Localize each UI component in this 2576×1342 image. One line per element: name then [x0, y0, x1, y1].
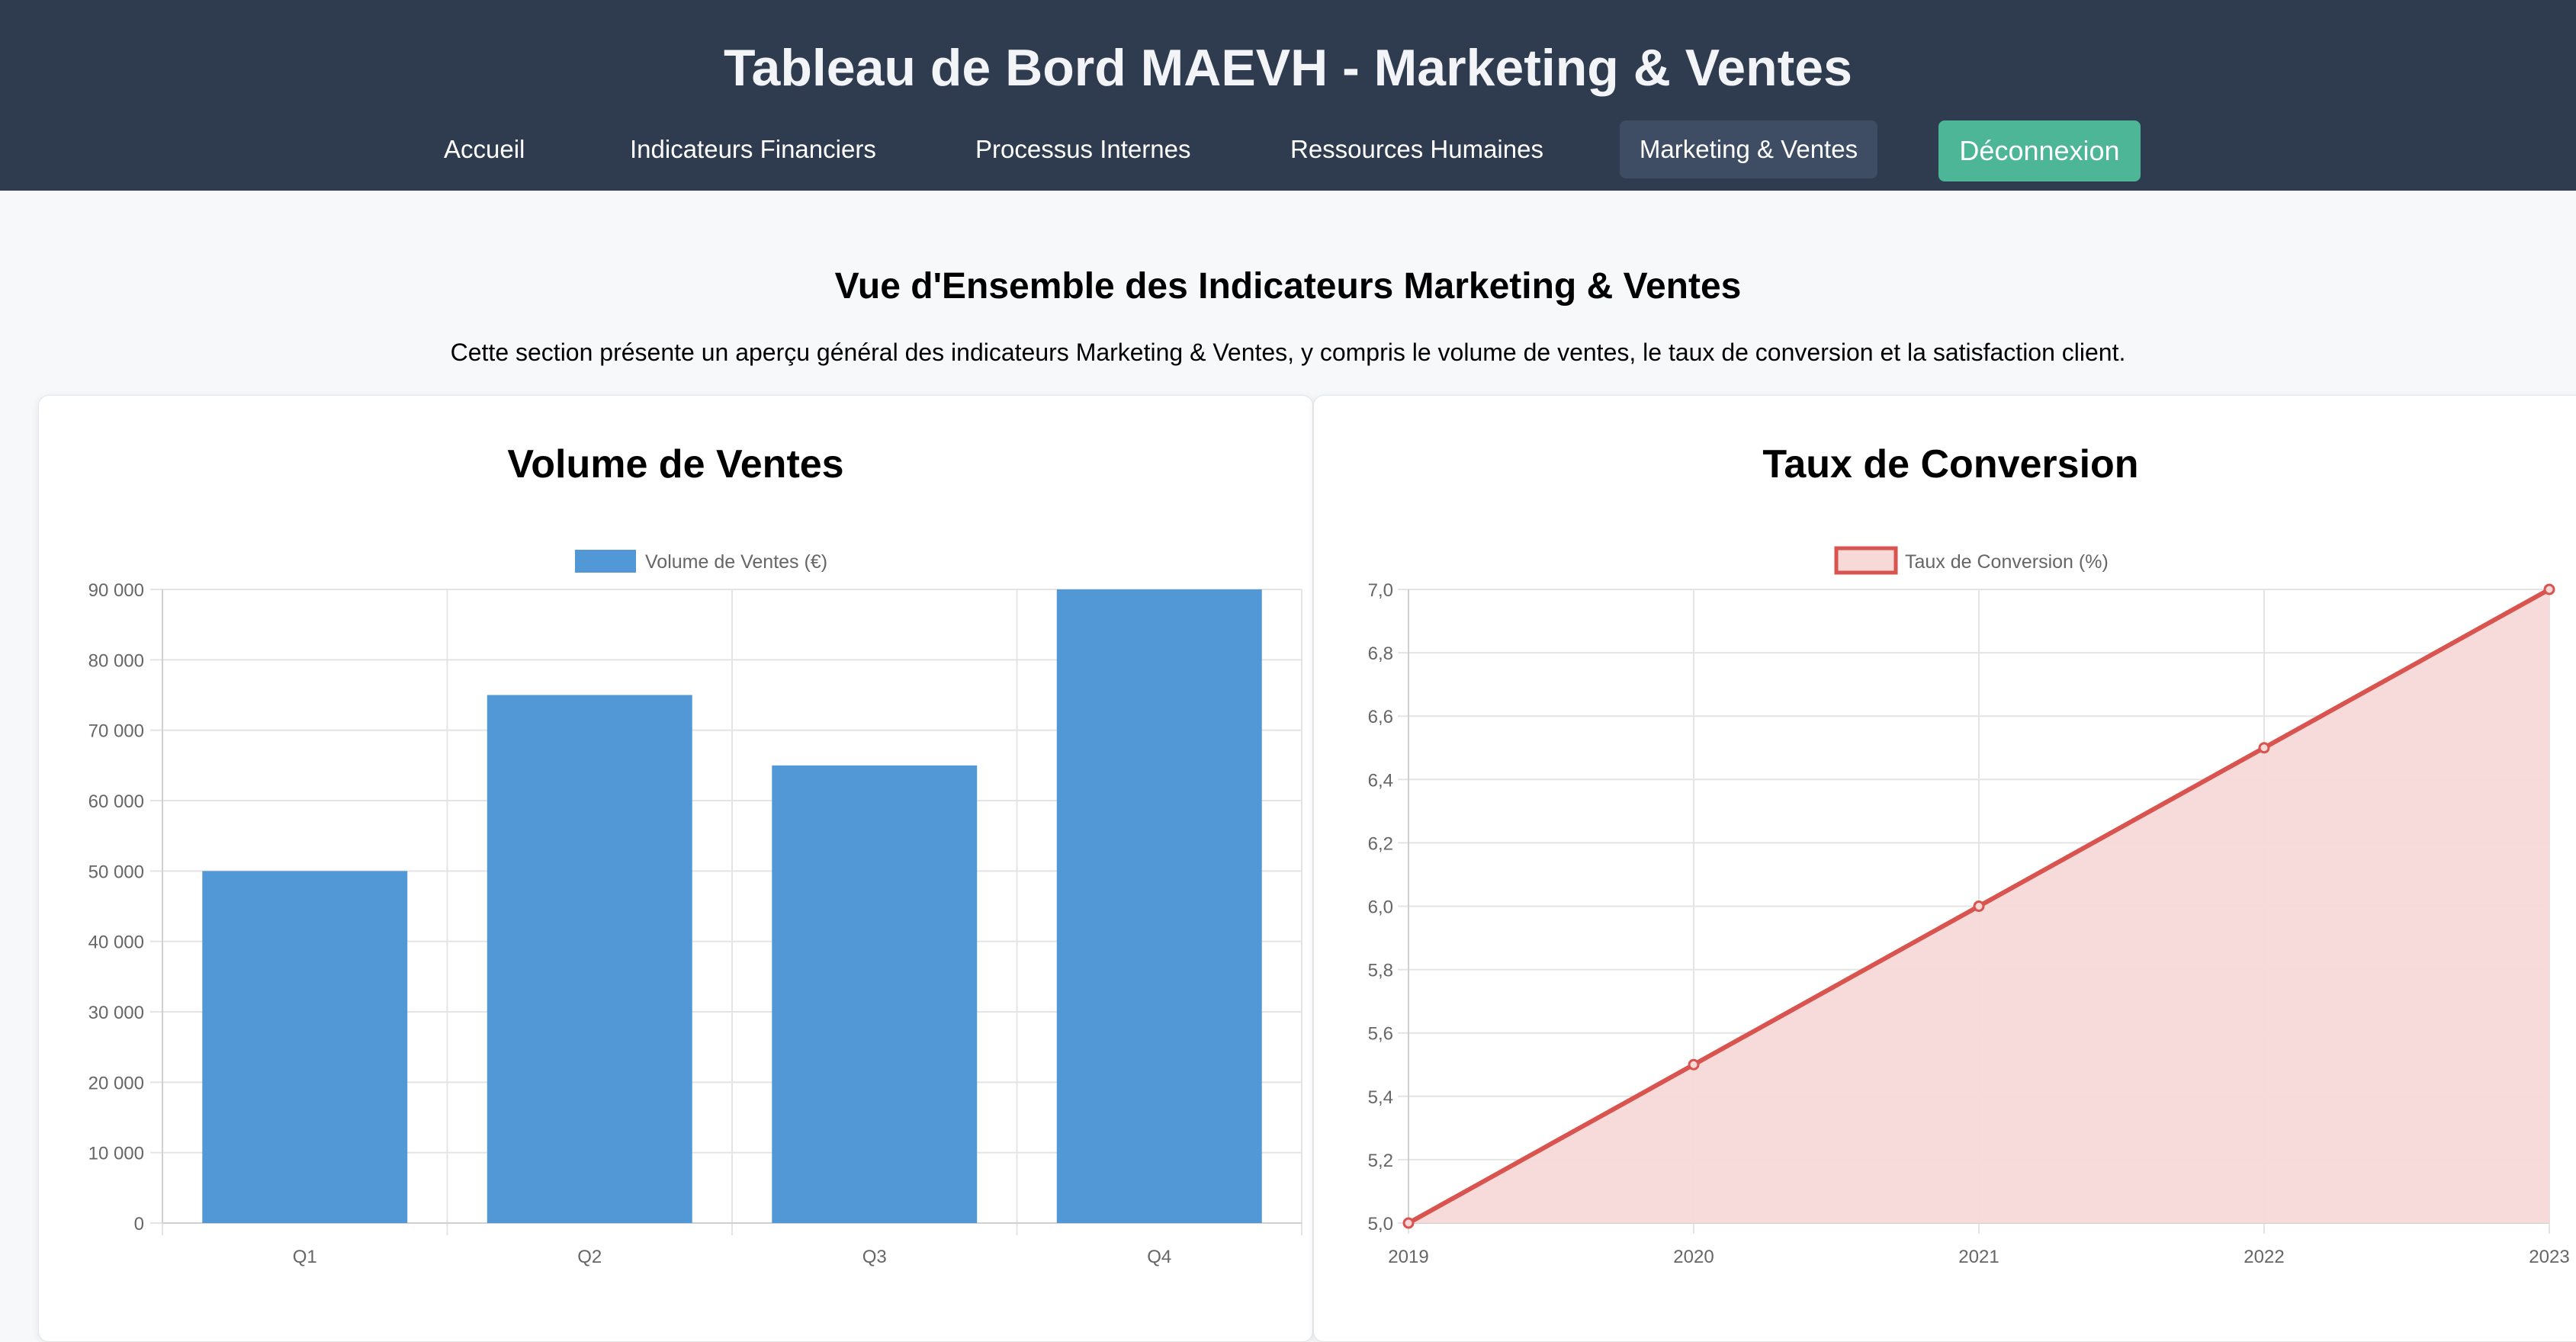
legend-label: Taux de Conversion (%) [1905, 551, 2109, 573]
x-tick-label: Q1 [293, 1247, 317, 1267]
x-tick-label: Q2 [577, 1247, 602, 1267]
conversion-rate-chart: 5,0 5,2 5,4 5,6 5,8 6,0 6,2 6,4 6,6 6,8 7,0 2019 202… [1368, 546, 2570, 1267]
nav-item-marketing-ventes[interactable]: Marketing & Ventes [1620, 120, 1877, 178]
x-tick-label: 2022 [2244, 1247, 2284, 1267]
sales-volume-chart: 0 10 000 20 000 30 000 40 000 50 000 60 000 70 … [88, 550, 1302, 1267]
data-point-2022 [2258, 742, 2270, 754]
y-tick-label: 60 000 [88, 791, 144, 812]
legend-swatch [575, 550, 636, 573]
nav-item-ressources-humaines[interactable]: Ressources Humaines [1290, 135, 1543, 163]
section-description: Cette section présente un aperçu général… [450, 339, 2126, 366]
x-tick-label: Q4 [1147, 1247, 1171, 1267]
y-tick-label: 5,2 [1368, 1151, 1393, 1171]
page-title: Tableau de Bord MAEVH - Marketing & Vent… [724, 39, 1852, 97]
y-tick-label: 40 000 [88, 933, 144, 953]
data-point-2020 [1688, 1058, 1700, 1071]
data-point-2019 [1402, 1217, 1415, 1229]
legend-swatch [1834, 546, 1898, 575]
y-tick-label: 6,4 [1368, 770, 1393, 791]
logout-button[interactable]: Déconnexion [1938, 120, 2141, 181]
y-tick-label: 80 000 [88, 650, 144, 671]
sales-card-title: Volume de Ventes [507, 442, 844, 486]
y-tick-label: 6,2 [1368, 833, 1393, 854]
y-tick-label: 6,0 [1368, 897, 1393, 918]
bar-q3 [772, 765, 978, 1223]
y-tick-label: 6,8 [1368, 644, 1393, 664]
bar-q2 [487, 695, 692, 1223]
main-nav: Accueil Indicateurs Financiers Processus… [0, 120, 2576, 181]
section-title: Vue d'Ensemble des Indicateurs Marketing… [834, 266, 1742, 307]
bar-q4 [1056, 589, 1262, 1223]
x-tick-label: 2019 [1388, 1247, 1428, 1267]
x-tick-label: Q3 [862, 1247, 887, 1267]
y-tick-label: 5,8 [1368, 961, 1393, 981]
y-tick-label: 50 000 [88, 862, 144, 882]
y-tick-label: 6,6 [1368, 707, 1393, 727]
header: Tableau de Bord MAEVH - Marketing & Vent… [0, 0, 2576, 191]
x-tick-label: 2023 [2529, 1247, 2569, 1267]
y-tick-label: 5,6 [1368, 1024, 1393, 1045]
conversion-rate-card: Taux de Conversion 5,0 5,2 5,4 5,6 5,8 6,0 6,2… [1313, 395, 2576, 1342]
x-tick-label: 2020 [1673, 1247, 1714, 1267]
data-point-2021 [1973, 901, 1985, 912]
y-tick-label: 90 000 [88, 580, 144, 601]
y-tick-label: 5,0 [1368, 1214, 1393, 1234]
nav-item-accueil[interactable]: Accueil [444, 135, 525, 163]
nav-item-indicateurs-financiers[interactable]: Indicateurs Financiers [630, 135, 876, 163]
y-tick-label: 7,0 [1368, 580, 1393, 601]
data-point-2023 [2543, 583, 2555, 596]
y-tick-label: 10 000 [88, 1144, 144, 1164]
y-tick-label: 30 000 [88, 1003, 144, 1023]
y-tick-label: 5,4 [1368, 1087, 1393, 1108]
x-tick-label: 2021 [1958, 1247, 1999, 1267]
conversion-card-title: Taux de Conversion [1762, 442, 2139, 486]
y-tick-label: 70 000 [88, 721, 144, 742]
nav-item-processus-internes[interactable]: Processus Internes [975, 135, 1191, 163]
legend-label: Volume de Ventes (€) [645, 551, 827, 573]
y-tick-label: 0 [134, 1214, 144, 1234]
sales-volume-card: Volume de Ventes 0 10 000 20 000 30 000 40 0… [38, 395, 1313, 1342]
y-tick-label: 20 000 [88, 1073, 144, 1093]
bar-q1 [202, 871, 408, 1223]
